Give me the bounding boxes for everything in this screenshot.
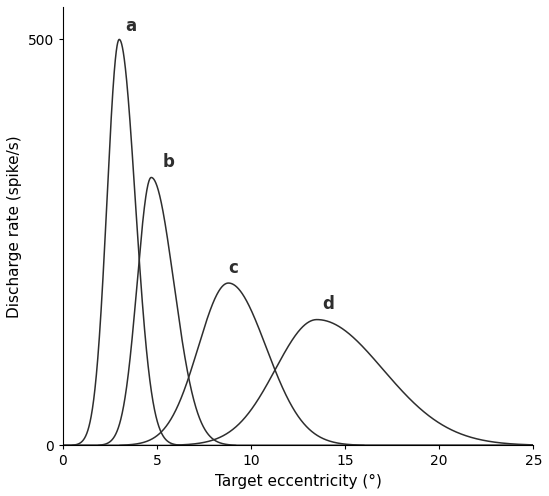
Text: b: b bbox=[163, 153, 175, 171]
Y-axis label: Discharge rate (spike/s): Discharge rate (spike/s) bbox=[7, 135, 22, 317]
Text: d: d bbox=[322, 295, 334, 313]
Text: a: a bbox=[125, 17, 136, 35]
Text: c: c bbox=[228, 258, 238, 277]
X-axis label: Target eccentricity (°): Target eccentricity (°) bbox=[215, 474, 382, 489]
